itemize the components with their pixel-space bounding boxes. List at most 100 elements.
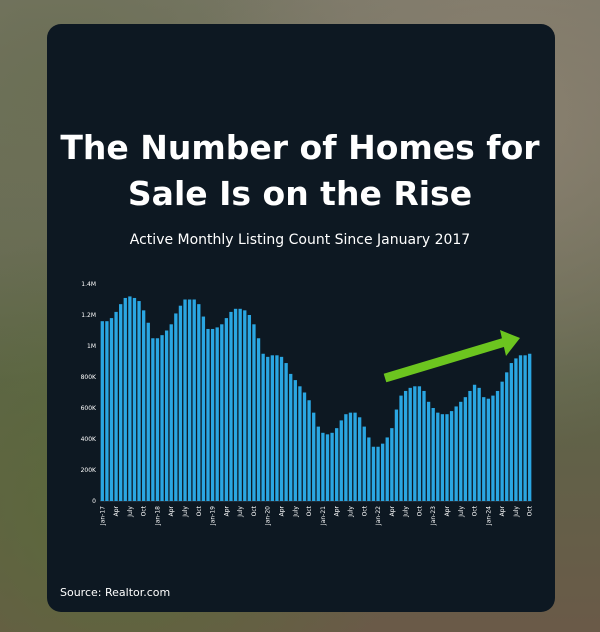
bar bbox=[155, 338, 160, 501]
x-tick-label: Apr bbox=[389, 505, 396, 516]
x-tick-label: July bbox=[458, 506, 465, 518]
bar bbox=[174, 313, 178, 501]
bar bbox=[256, 338, 261, 501]
bar bbox=[247, 315, 252, 501]
bar bbox=[335, 428, 339, 501]
bar bbox=[380, 443, 385, 501]
bar bbox=[164, 330, 169, 501]
bar bbox=[137, 301, 141, 501]
bar bbox=[514, 358, 518, 501]
bar bbox=[330, 432, 334, 501]
bar bbox=[500, 381, 504, 501]
chart-subtitle: Active Monthly Listing Count Since Janua… bbox=[129, 232, 471, 248]
bar bbox=[293, 380, 297, 501]
bar bbox=[266, 356, 270, 501]
bar bbox=[440, 414, 445, 501]
bar bbox=[105, 321, 109, 501]
bar bbox=[279, 356, 284, 501]
bar bbox=[289, 373, 293, 501]
bar bbox=[298, 386, 302, 501]
x-tick-label: Jan-23 bbox=[430, 506, 437, 526]
x-tick-label: Oct bbox=[251, 505, 258, 516]
bar bbox=[316, 426, 320, 501]
bar bbox=[224, 318, 229, 501]
bar bbox=[160, 335, 164, 501]
x-tick-label: Oct bbox=[306, 505, 313, 516]
x-tick-label: July bbox=[127, 506, 134, 518]
bar bbox=[468, 390, 472, 501]
bar bbox=[449, 411, 454, 501]
source-note: Source: Realtor.com bbox=[60, 586, 171, 599]
bar bbox=[325, 434, 330, 501]
bar bbox=[495, 390, 500, 501]
bar bbox=[100, 321, 104, 501]
x-tick-label: Apr bbox=[334, 505, 341, 516]
bar bbox=[243, 310, 247, 501]
bar bbox=[390, 428, 394, 501]
y-tick-label: 1.4M bbox=[81, 281, 96, 288]
x-tick-label: Jan-18 bbox=[154, 506, 161, 526]
bar bbox=[197, 304, 201, 501]
bar bbox=[362, 426, 366, 501]
x-tick-label: Oct bbox=[472, 505, 479, 516]
x-tick-label: Apr bbox=[223, 505, 230, 516]
bar bbox=[417, 386, 422, 501]
bar bbox=[302, 392, 307, 501]
bar bbox=[371, 446, 376, 501]
bar bbox=[169, 324, 173, 501]
x-tick-label: Jan-17 bbox=[99, 506, 106, 526]
bar bbox=[183, 299, 187, 501]
x-tick-label: Apr bbox=[168, 505, 175, 516]
x-tick-label: July bbox=[182, 506, 189, 518]
trend-arrow bbox=[383, 330, 520, 383]
bar bbox=[399, 395, 403, 501]
bar bbox=[187, 299, 192, 501]
x-tick-label: Oct bbox=[361, 505, 368, 516]
bar bbox=[445, 414, 449, 501]
x-tick-label: July bbox=[347, 506, 354, 518]
x-tick-label: Jan-19 bbox=[210, 506, 217, 526]
bar bbox=[385, 437, 389, 501]
bar bbox=[348, 412, 353, 501]
bar bbox=[482, 397, 486, 501]
bar bbox=[233, 308, 238, 501]
bar bbox=[358, 417, 362, 501]
bar bbox=[505, 372, 509, 501]
bar bbox=[321, 432, 325, 501]
x-tick-label: Oct bbox=[527, 505, 534, 516]
bar bbox=[528, 353, 532, 501]
y-tick-label: 1.2M bbox=[81, 312, 96, 319]
x-tick-label: Jan-21 bbox=[320, 506, 327, 526]
x-tick-label: Apr bbox=[113, 505, 120, 516]
bar bbox=[403, 390, 408, 501]
bar bbox=[275, 355, 279, 501]
bar bbox=[119, 304, 123, 501]
chart-title: The Number of Homes for Sale Is on the R… bbox=[60, 128, 540, 213]
bar bbox=[192, 299, 196, 501]
bar bbox=[463, 397, 468, 501]
bar bbox=[206, 328, 210, 501]
x-tick-label: Jan-24 bbox=[485, 506, 492, 526]
bar bbox=[486, 398, 490, 501]
bar bbox=[339, 420, 343, 501]
bar bbox=[472, 384, 477, 501]
x-tick-label: Jan-22 bbox=[375, 506, 382, 526]
bar bbox=[270, 355, 274, 501]
y-tick-label: 200K bbox=[81, 467, 97, 474]
bar bbox=[229, 311, 233, 501]
bar bbox=[252, 324, 256, 501]
bar bbox=[312, 412, 316, 501]
bar bbox=[436, 412, 440, 501]
bar bbox=[477, 387, 481, 501]
bar bbox=[142, 310, 146, 501]
y-tick-label: 0 bbox=[92, 498, 96, 505]
bar bbox=[146, 322, 150, 501]
x-tick-label: Oct bbox=[416, 505, 423, 516]
bar bbox=[261, 353, 265, 501]
bar bbox=[459, 401, 463, 501]
bar bbox=[284, 363, 288, 501]
x-tick-label: Oct bbox=[196, 505, 203, 516]
bar bbox=[344, 414, 348, 501]
x-tick-label: Oct bbox=[141, 505, 148, 516]
